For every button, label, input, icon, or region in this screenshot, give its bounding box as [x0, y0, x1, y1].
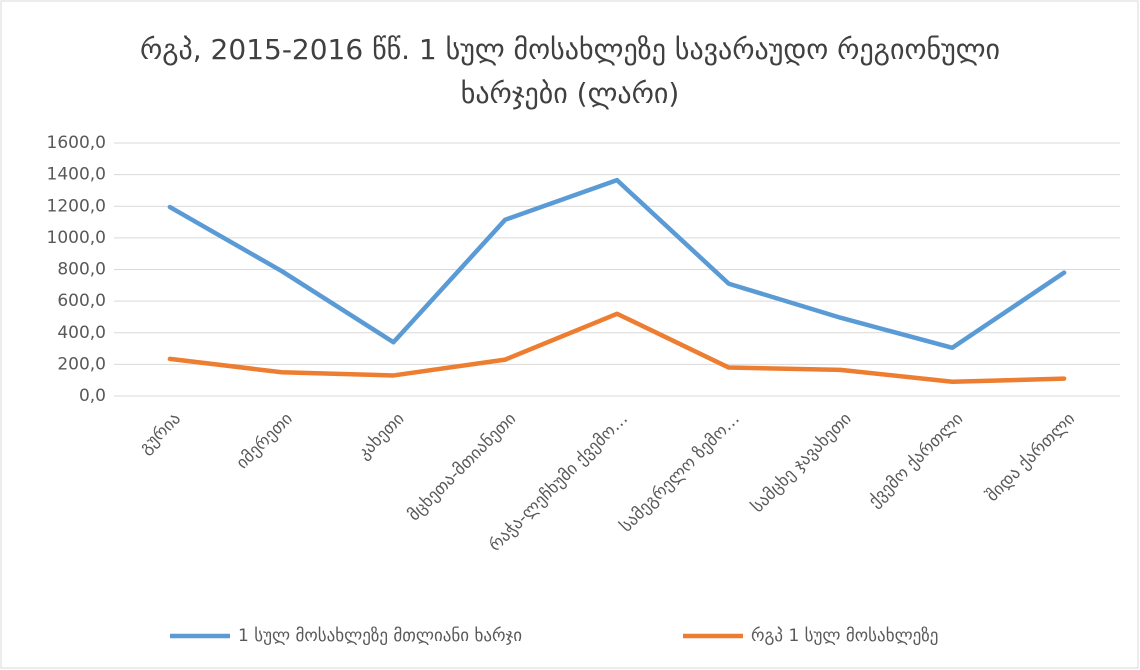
x-tick-label: სამცხე ჯავახეთი [748, 409, 856, 517]
y-tick-label: 200,0 [57, 354, 106, 374]
x-tick-label: გურია [136, 409, 185, 458]
x-tick-label: კახეთი [354, 409, 409, 464]
y-tick-label: 400,0 [57, 323, 106, 343]
y-tick-label: 1600,0 [47, 133, 106, 153]
y-tick-label: 1000,0 [47, 228, 106, 248]
series-line [167, 177, 1067, 351]
y-tick-label: 600,0 [57, 291, 106, 311]
x-tick-label: იმერეთი [232, 409, 296, 473]
y-tick-label: 0,0 [79, 386, 106, 406]
x-tick-label: შიდა ქართლი [982, 409, 1079, 506]
x-tick-label: მცხეთა-მთიანეთი [404, 409, 520, 525]
chart-title: რგპ, 2015-2016 წწ. 1 სულ მოსახლეზე სავარ… [139, 33, 1001, 110]
y-tick-label: 1400,0 [47, 165, 106, 185]
x-tick-label: სამეგრელო ზემო… [616, 409, 744, 537]
x-tick-label: ქვემო ქართლი [865, 409, 968, 512]
series-line [167, 311, 1067, 385]
legend-label: რგპ 1 სულ მოსახლეზე [751, 626, 938, 646]
y-tick-label: 800,0 [57, 260, 106, 280]
y-tick-label: 1200,0 [47, 196, 106, 216]
legend-label: 1 სულ მოსახლეზე მთლიანი ხარჯი [238, 626, 522, 646]
